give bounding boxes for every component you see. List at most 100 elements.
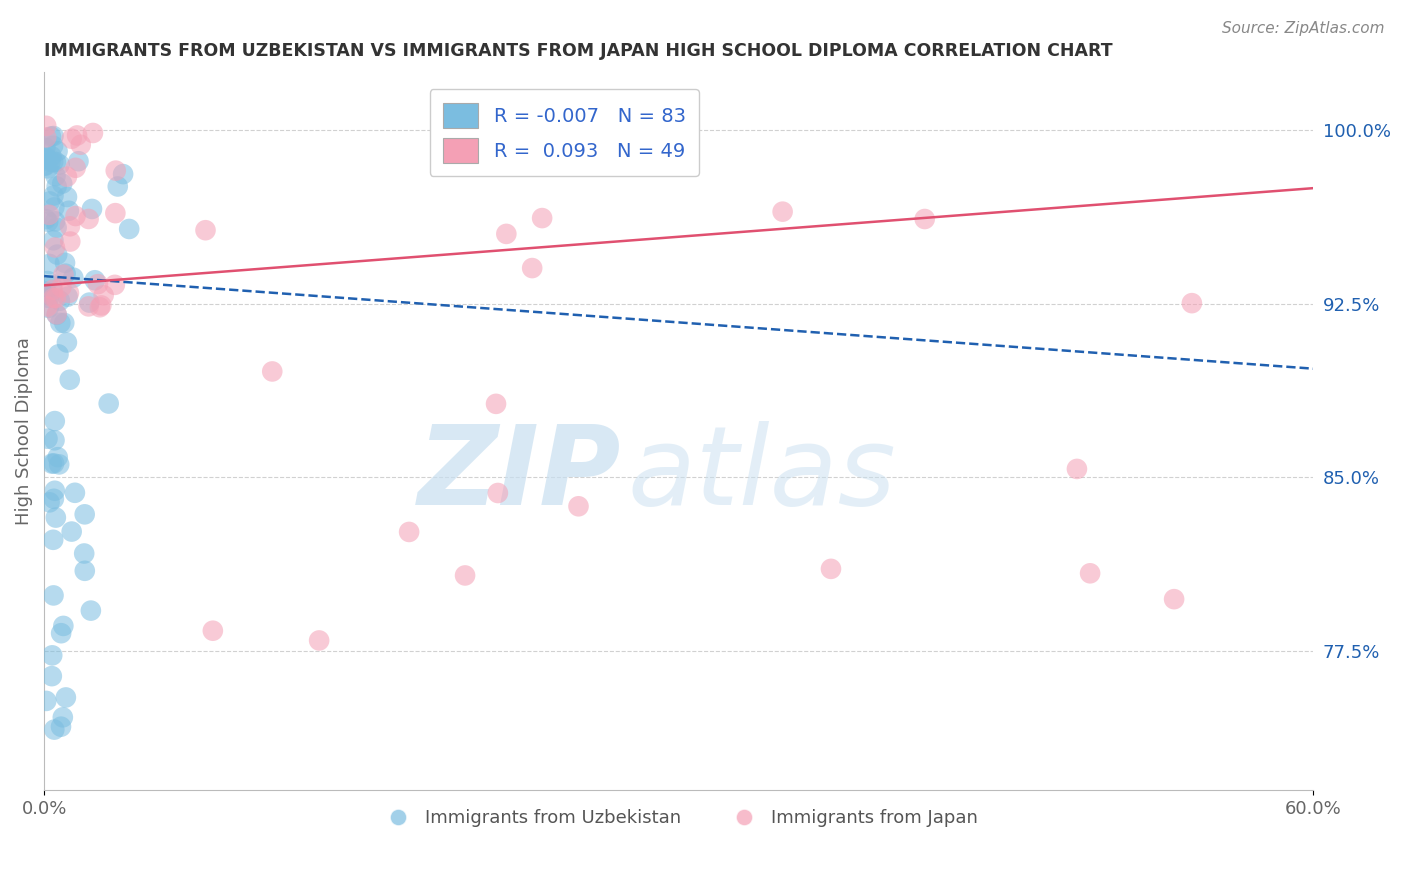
Point — [59, 235, 82, 249]
Point — [44, 483, 66, 498]
Point — [49, 316, 72, 330]
Point — [46, 247, 69, 261]
Point — [1181, 296, 1204, 310]
Point — [67, 154, 90, 169]
Point — [41, 669, 63, 683]
Point — [44, 414, 66, 428]
Point — [42, 154, 65, 169]
Point — [398, 524, 420, 539]
Point — [38, 257, 60, 271]
Point — [82, 126, 104, 140]
Point — [485, 397, 508, 411]
Point — [73, 564, 96, 578]
Point — [118, 222, 141, 236]
Point — [522, 261, 544, 276]
Point — [772, 204, 794, 219]
Point — [45, 220, 67, 235]
Point — [48, 347, 70, 361]
Point — [41, 457, 63, 471]
Point — [38, 291, 60, 305]
Point — [58, 285, 80, 300]
Point — [56, 335, 79, 350]
Point — [48, 458, 70, 472]
Point — [56, 290, 79, 304]
Point — [567, 500, 589, 514]
Point — [59, 373, 82, 387]
Point — [56, 169, 79, 184]
Point — [37, 161, 59, 176]
Point — [48, 157, 70, 171]
Point — [55, 267, 77, 281]
Point — [42, 491, 65, 506]
Point — [42, 589, 65, 603]
Point — [194, 223, 217, 237]
Point — [56, 190, 79, 204]
Point — [59, 219, 82, 234]
Point — [37, 215, 59, 229]
Point — [486, 486, 509, 500]
Point — [65, 161, 87, 175]
Point — [49, 720, 72, 734]
Point — [73, 547, 96, 561]
Point — [1078, 566, 1101, 581]
Point — [42, 291, 65, 305]
Point — [1066, 462, 1088, 476]
Point — [77, 299, 100, 313]
Point — [39, 129, 62, 144]
Point — [66, 128, 89, 143]
Point — [34, 285, 56, 299]
Point — [60, 132, 83, 146]
Point — [51, 177, 73, 191]
Y-axis label: High School Diploma: High School Diploma — [15, 337, 32, 525]
Point — [41, 279, 63, 293]
Point — [53, 256, 76, 270]
Point — [52, 619, 75, 633]
Point — [104, 163, 127, 178]
Point — [69, 137, 91, 152]
Point — [104, 206, 127, 220]
Point — [93, 288, 115, 302]
Point — [201, 624, 224, 638]
Point — [45, 155, 67, 169]
Point — [34, 158, 56, 172]
Point — [44, 169, 66, 183]
Point — [112, 167, 135, 181]
Point — [42, 138, 65, 153]
Point — [495, 227, 517, 241]
Point — [77, 211, 100, 226]
Point — [37, 300, 59, 314]
Point — [35, 212, 58, 227]
Point — [73, 508, 96, 522]
Point — [37, 274, 59, 288]
Point — [42, 129, 65, 144]
Point — [37, 287, 59, 301]
Text: ZIP: ZIP — [418, 421, 621, 528]
Point — [38, 208, 60, 222]
Point — [62, 270, 84, 285]
Point — [65, 209, 87, 223]
Point — [44, 214, 66, 228]
Point — [35, 119, 58, 133]
Point — [454, 568, 477, 582]
Point — [41, 149, 63, 163]
Text: IMMIGRANTS FROM UZBEKISTAN VS IMMIGRANTS FROM JAPAN HIGH SCHOOL DIPLOMA CORRELAT: IMMIGRANTS FROM UZBEKISTAN VS IMMIGRANTS… — [44, 42, 1112, 60]
Point — [44, 723, 66, 737]
Point — [60, 524, 83, 539]
Point — [41, 648, 63, 663]
Point — [39, 154, 62, 169]
Point — [79, 295, 101, 310]
Point — [44, 434, 66, 448]
Point — [80, 604, 103, 618]
Point — [34, 141, 56, 155]
Point — [63, 485, 86, 500]
Point — [45, 291, 67, 305]
Point — [51, 280, 73, 294]
Point — [45, 179, 67, 194]
Point — [44, 200, 66, 214]
Text: Source: ZipAtlas.com: Source: ZipAtlas.com — [1222, 21, 1385, 36]
Point — [45, 307, 67, 321]
Point — [53, 316, 76, 330]
Point — [42, 457, 65, 471]
Point — [55, 690, 77, 705]
Point — [38, 495, 60, 509]
